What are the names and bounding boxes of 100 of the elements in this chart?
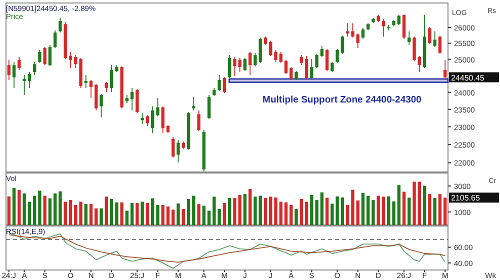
candlestick (197, 110, 200, 132)
candlestick (258, 37, 262, 64)
candlestick (254, 52, 257, 67)
candlestick (54, 30, 57, 48)
candlestick (408, 30, 411, 46)
bar (438, 194, 442, 225)
bar (340, 197, 344, 225)
bar (48, 198, 52, 225)
bar (290, 204, 293, 225)
bar (104, 196, 108, 225)
candlestick (136, 88, 139, 114)
bar (100, 208, 103, 225)
bar (351, 190, 354, 225)
candlestick (279, 51, 282, 64)
candlestick (172, 136, 175, 158)
candlestick (32, 61, 36, 76)
candlestick (397, 14, 400, 26)
bar (197, 204, 200, 225)
bar (94, 208, 98, 225)
bar (269, 196, 272, 225)
candlestick (207, 94, 211, 120)
bar (38, 190, 42, 225)
bar (274, 197, 278, 225)
candlestick (248, 51, 252, 76)
bar (146, 203, 150, 225)
candlestick (28, 72, 32, 88)
candlestick (161, 106, 164, 134)
candlestick (361, 28, 365, 40)
bar (54, 193, 57, 225)
bar (279, 202, 282, 225)
bar (294, 209, 298, 225)
bar (254, 196, 257, 225)
bar (382, 196, 386, 225)
candlestick (320, 45, 324, 58)
bar (228, 198, 232, 225)
bar (151, 198, 154, 225)
bar (428, 194, 432, 225)
bar (18, 190, 21, 225)
bar (110, 199, 114, 225)
candlestick (290, 66, 293, 80)
bar (7, 196, 11, 225)
bar (32, 196, 36, 225)
bar (140, 202, 144, 225)
candlestick (412, 36, 416, 62)
bar (172, 210, 175, 225)
bar (376, 196, 380, 225)
bar (192, 196, 196, 225)
bar (300, 199, 303, 225)
bar (422, 186, 426, 225)
candlestick (43, 46, 46, 66)
candlestick (100, 94, 103, 118)
bar (186, 199, 190, 225)
candlestick (418, 56, 422, 72)
bar (264, 198, 268, 225)
candlestick (443, 59, 447, 80)
bar (58, 191, 62, 225)
bar (258, 196, 262, 225)
bar (402, 192, 406, 225)
bar (176, 203, 180, 225)
candlestick (330, 61, 334, 72)
candlestick (304, 56, 308, 80)
bar (397, 185, 400, 225)
candlestick (94, 83, 98, 111)
bar (443, 198, 447, 225)
candlestick (336, 48, 339, 64)
bar (433, 198, 436, 225)
candlestick (269, 40, 272, 56)
candlestick (22, 74, 26, 96)
candlestick (243, 58, 247, 72)
band-label: Multiple Support Zone 24400-24300 (262, 94, 422, 106)
candlestick (130, 87, 134, 111)
bar (84, 204, 88, 225)
bar (120, 202, 124, 225)
bar (130, 203, 134, 225)
bar (79, 202, 82, 225)
candlestick (74, 54, 78, 69)
candlestick (428, 26, 432, 44)
candlestick (110, 64, 114, 92)
bar (361, 193, 365, 225)
bar (243, 194, 247, 225)
line-series (8, 234, 446, 263)
bar (74, 204, 78, 225)
annotation: 24450.45 (451, 73, 485, 82)
bar (202, 206, 206, 225)
candlestick (315, 53, 318, 69)
candlestick (68, 51, 72, 69)
bar (408, 198, 411, 225)
candlestick (89, 79, 93, 99)
candlestick (18, 56, 21, 70)
bar (68, 200, 72, 225)
bar (366, 196, 370, 225)
bar (284, 202, 288, 225)
bar (89, 204, 93, 225)
bar (156, 204, 160, 225)
bar (182, 209, 185, 225)
candlestick (356, 33, 360, 48)
bar (346, 204, 350, 225)
candlestick (38, 49, 42, 64)
candlestick (218, 74, 221, 92)
bar (325, 198, 329, 225)
